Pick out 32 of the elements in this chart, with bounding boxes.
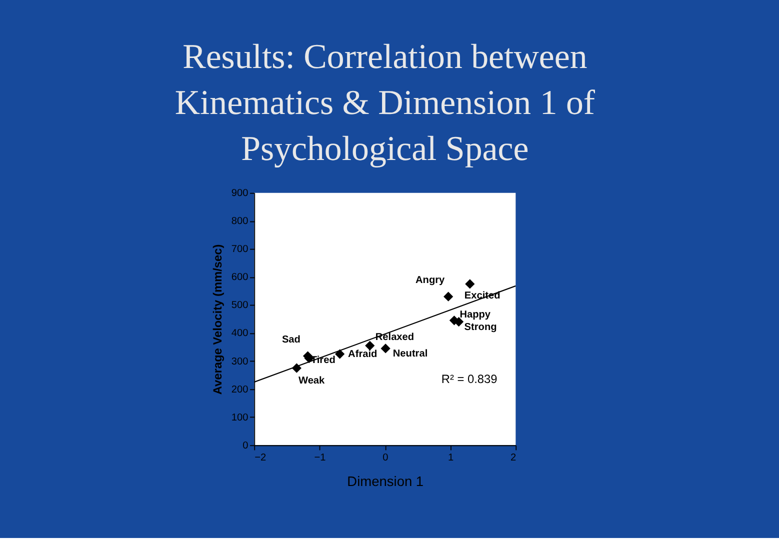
x-axis-title: Dimension 1: [347, 474, 424, 489]
y-axis-title: Average Velocity (mm/sec): [210, 244, 224, 395]
y-tick-label: 0: [242, 440, 249, 452]
annotation: Neutral: [392, 348, 428, 360]
point: [365, 340, 375, 350]
point: [465, 279, 475, 289]
annotation: Sad: [282, 334, 300, 346]
chart-title: Results: Correlation between Kinematics & Dimension 1 of Psychological Space: [174, 37, 596, 168]
x-tick-label: 0: [382, 452, 389, 464]
annotation: R² = 0.839: [441, 372, 498, 386]
x-tick-label: −2: [254, 452, 267, 464]
y-tick-label: 500: [231, 300, 249, 312]
point: [380, 344, 390, 354]
y-tick-label: 700: [231, 244, 249, 256]
y-tick-label: 800: [231, 216, 249, 228]
y-tick-label: 900: [231, 188, 249, 200]
y-tick-label: 200: [231, 384, 249, 396]
annotation: Happy: [460, 310, 491, 321]
x-tick-label: 2: [510, 452, 517, 464]
y-tick-label: 400: [231, 328, 249, 340]
annotation: Weak: [298, 376, 326, 387]
y-tick-label: 600: [231, 272, 249, 284]
annotation: Angry: [416, 274, 446, 286]
y-tick-label: 300: [231, 356, 249, 368]
point: [334, 349, 345, 359]
y-tick-label: 100: [231, 412, 249, 424]
point: [444, 292, 454, 302]
x-tick-label: 1: [448, 452, 454, 464]
annotation: Afraid: [348, 348, 378, 360]
x-tick-label: −1: [314, 452, 326, 464]
annotation: Strong: [464, 322, 497, 334]
annotation: Relaxed: [375, 332, 414, 344]
